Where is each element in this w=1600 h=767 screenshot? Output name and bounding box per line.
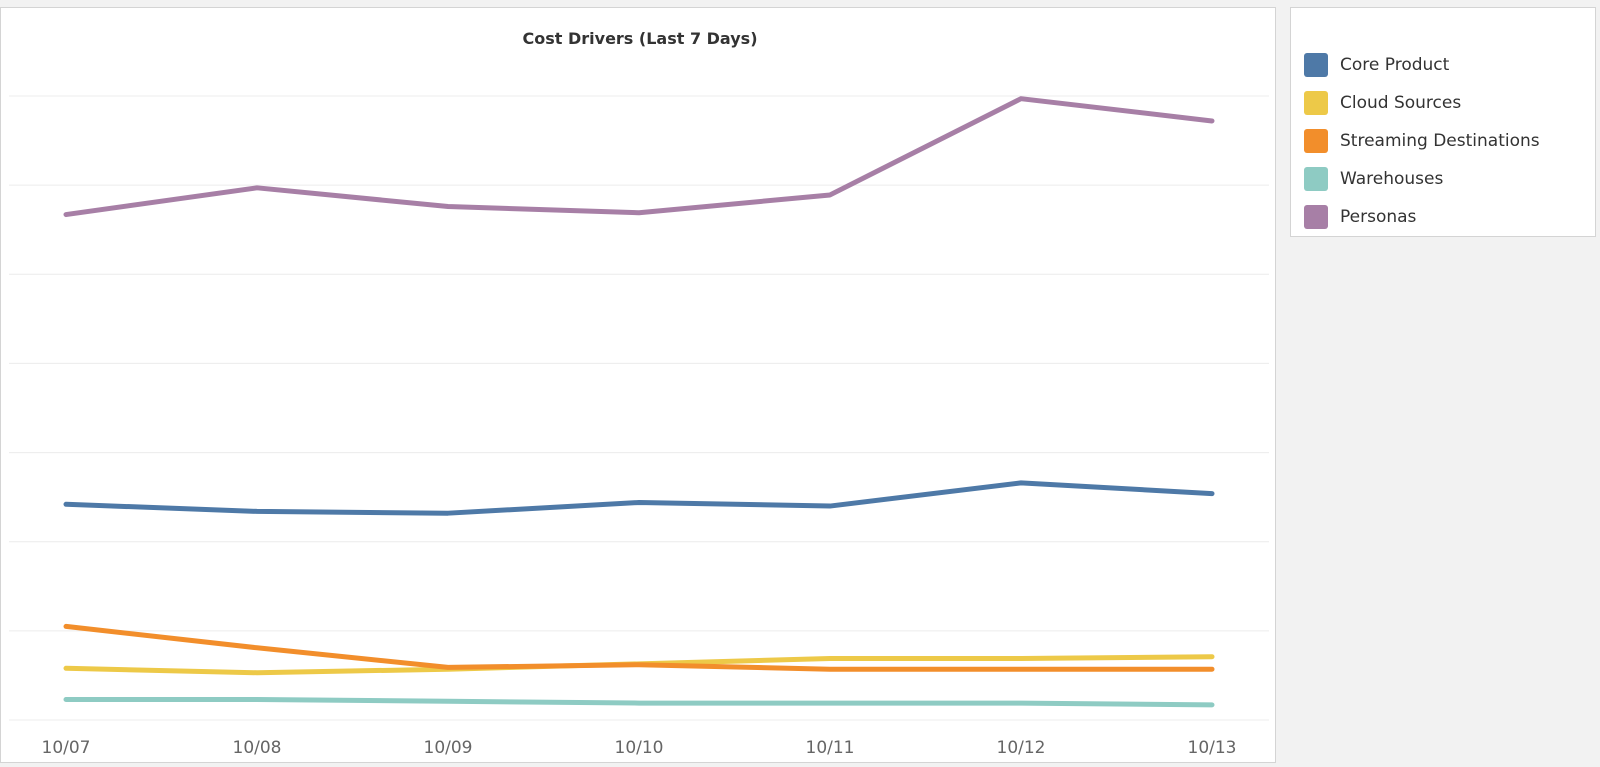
series-line-personas[interactable] <box>63 96 1215 218</box>
legend-label: Warehouses <box>1340 169 1444 189</box>
legend-swatch <box>1304 129 1328 153</box>
x-tick-label: 10/09 <box>424 738 473 758</box>
grid-lines <box>9 95 1269 721</box>
chart-title: Cost Drivers (Last 7 Days) <box>523 29 758 48</box>
x-tick-label: 10/07 <box>42 738 91 758</box>
series-line-warehouses[interactable] <box>63 696 1215 708</box>
series-line-core-product[interactable] <box>63 480 1215 516</box>
x-tick-label: 10/13 <box>1188 738 1237 758</box>
legend-label: Core Product <box>1340 55 1450 75</box>
legend-item[interactable]: Warehouses <box>1304 160 1595 198</box>
x-tick-label: 10/08 <box>233 738 282 758</box>
legend-item[interactable]: Personas <box>1304 198 1595 236</box>
x-tick-label: 10/11 <box>806 738 855 758</box>
legend-panel: Core Product Cloud Sources Streaming Desti… <box>1290 7 1596 237</box>
x-tick-label: 10/12 <box>997 738 1046 758</box>
series-line-streaming-destinations[interactable] <box>63 623 1215 672</box>
series-lines <box>63 96 1215 708</box>
legend-label: Personas <box>1340 207 1417 227</box>
line-chart: Cost Drivers (Last 7 Days) 10/07 10/08 10/… <box>9 29 1269 758</box>
x-axis-ticks: 10/07 10/08 10/09 10/10 10/11 10/12 10/13 <box>42 738 1237 758</box>
legend-item[interactable]: Cloud Sources <box>1304 84 1595 122</box>
legend-list: Core Product Cloud Sources Streaming Desti… <box>1291 8 1595 236</box>
legend-label: Streaming Destinations <box>1340 131 1540 151</box>
legend-item[interactable]: Core Product <box>1304 46 1595 84</box>
legend-swatch <box>1304 91 1328 115</box>
x-tick-label: 10/10 <box>615 738 664 758</box>
legend-item[interactable]: Streaming Destinations <box>1304 122 1595 160</box>
legend-swatch <box>1304 205 1328 229</box>
legend-swatch <box>1304 53 1328 77</box>
legend-swatch <box>1304 167 1328 191</box>
chart-panel: Cost Drivers (Last 7 Days) 10/07 10/08 10/… <box>0 7 1276 763</box>
legend-label: Cloud Sources <box>1340 93 1462 113</box>
